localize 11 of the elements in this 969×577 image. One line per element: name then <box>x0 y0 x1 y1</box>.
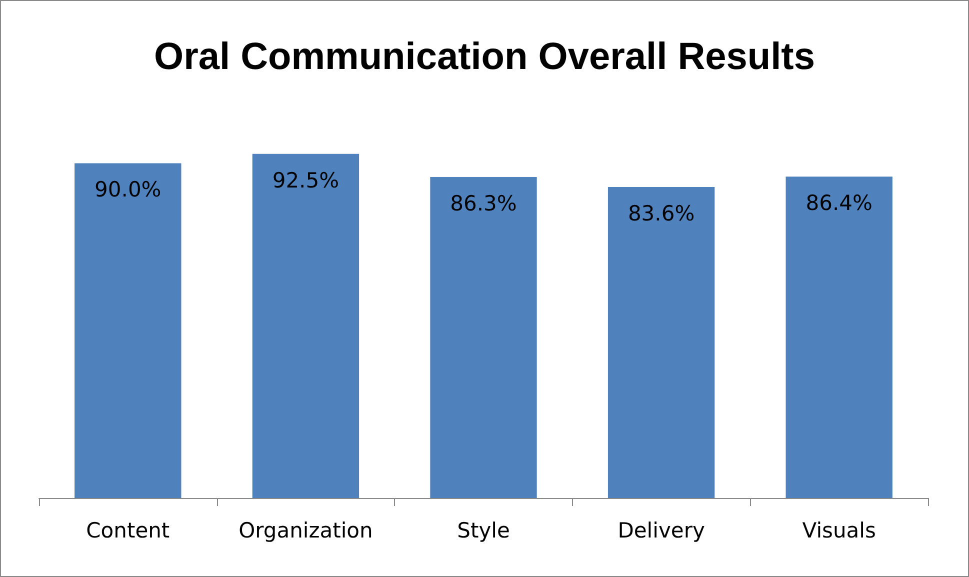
x-tick-label: Delivery <box>618 518 705 542</box>
x-tick-label: Content <box>86 518 170 542</box>
data-label: 86.4% <box>806 191 872 216</box>
x-tick-label: Visuals <box>802 518 876 542</box>
x-tick-label: Organization <box>238 518 373 542</box>
x-tick-label: Style <box>457 518 510 542</box>
chart-title: Oral Communication Overall Results <box>154 36 815 78</box>
data-label: 92.5% <box>272 168 340 192</box>
data-label: 86.3% <box>450 191 517 216</box>
data-label: 83.6% <box>628 202 695 226</box>
data-label: 90.0% <box>94 178 162 202</box>
